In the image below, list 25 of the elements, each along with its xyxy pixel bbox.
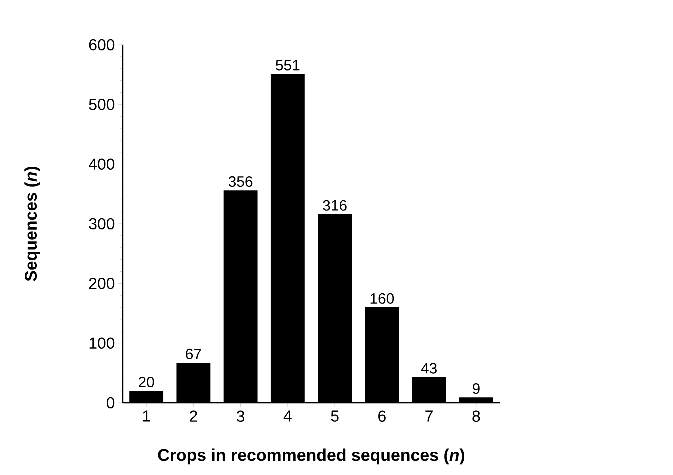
data-label: 9 — [472, 384, 480, 394]
data-label: 356 — [228, 176, 253, 188]
x-tick-label: 6 — [378, 410, 386, 422]
data-label: 20 — [139, 376, 154, 388]
y-tick-label: 400 — [88, 158, 115, 170]
data-label: 43 — [421, 363, 437, 374]
x-tick-label: 4 — [284, 410, 292, 422]
x-tick-label: 3 — [236, 410, 245, 422]
y-tick-label: 600 — [89, 39, 115, 51]
data-label: 160 — [370, 293, 394, 304]
x-tick-label: 5 — [331, 410, 339, 422]
y-tick-label: 0 — [106, 397, 115, 409]
y-tick-label: 100 — [90, 338, 115, 349]
x-tick-label: 1 — [143, 410, 150, 422]
y-tick-label: 500 — [89, 99, 115, 110]
x-axis-title: Crops in recommended sequences (n) — [158, 448, 465, 465]
x-tick-label: 7 — [426, 410, 433, 422]
y-tick-label: 300 — [89, 218, 115, 230]
x-tick-label: 2 — [190, 410, 198, 422]
data-label: 316 — [323, 200, 347, 211]
data-label: 551 — [276, 60, 300, 71]
y-tick-label: 200 — [89, 278, 115, 290]
x-tick-label: 8 — [472, 410, 480, 422]
y-axis-title: Sequences (n) — [24, 166, 40, 282]
data-label: 67 — [186, 348, 202, 360]
